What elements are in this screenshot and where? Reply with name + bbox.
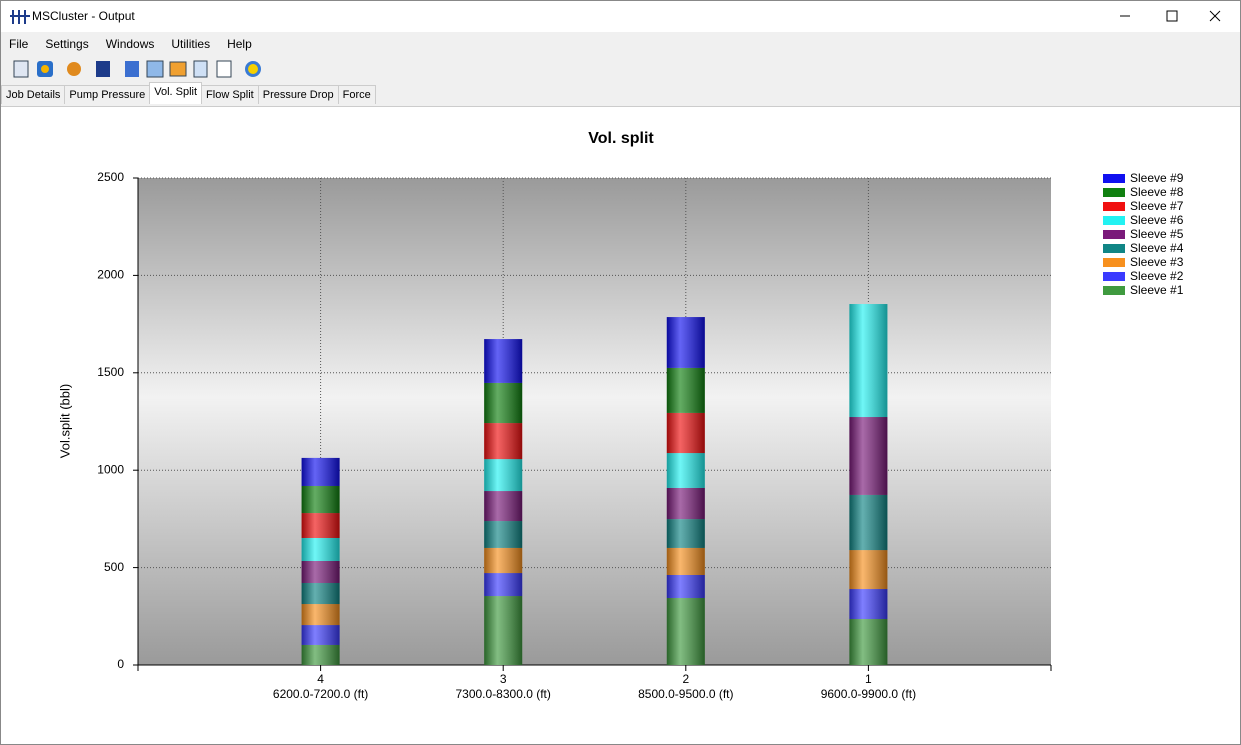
bar-shade [301,457,340,665]
legend-label: Sleeve #6 [1130,213,1184,227]
tab[interactable]: Flow Split [201,85,259,104]
y-axis-title: Vol.split (bbl) [57,384,72,458]
legend-swatch [1103,272,1125,281]
tab[interactable]: Force [337,85,376,104]
bar-shade [666,317,705,665]
menu-bar: File Settings Windows Utilities Help [1,32,1240,56]
menu-item[interactable]: Windows [105,37,155,51]
legend-label: Sleeve #3 [1130,255,1184,269]
menu-item[interactable]: File [9,37,29,51]
legend-label: Sleeve #4 [1130,241,1184,255]
y-tick-label: 2500 [97,170,124,184]
x-tick-sublabel: 8500.0-9500.0 (ft) [638,687,733,701]
x-tick-sublabel: 7300.0-8300.0 (ft) [455,687,550,701]
tab-strip: Job Details Pump Pressure Vol. Split Flow S… [1,82,1240,107]
legend-label: Sleeve #7 [1130,199,1184,213]
chart: Vol. split Vol.split (bbl) 0 500 1000 1500 2… [57,130,1184,701]
y-tick-label: 1500 [97,365,124,379]
tab[interactable]: Pump Pressure [64,85,151,104]
x-tick-label: 2 [682,672,689,686]
chart-title: Vol. split [588,130,654,147]
y-tick-label: 2000 [97,268,124,282]
y-tick-label: 1000 [97,462,124,476]
x-tick-label: 4 [317,672,324,686]
app-icon [10,10,30,24]
legend-swatch [1103,188,1125,197]
x-tick-sublabel: 9600.0-9900.0 (ft) [821,687,916,701]
legend-label: Sleeve #1 [1130,283,1184,297]
legend-label: Sleeve #5 [1130,227,1184,241]
window-title: MSCluster - Output [32,9,135,23]
window-controls[interactable] [1100,1,1240,31]
y-tick-label: 0 [117,657,124,671]
menu-item[interactable]: Utilities [171,37,211,51]
menu-item[interactable]: Settings [45,37,89,51]
tab[interactable]: Vol. Split [149,82,203,104]
x-tick-sublabel: 6200.0-7200.0 (ft) [273,687,368,701]
legend-swatch [1103,244,1125,253]
legend-label: Sleeve #9 [1130,171,1184,185]
plot-area [138,178,1051,665]
legend-swatch [1103,216,1125,225]
legend-swatch [1103,174,1125,183]
tab[interactable]: Job Details [1,85,66,104]
x-tick-label: 1 [865,672,872,686]
x-tick-label: 3 [500,672,507,686]
bar-shade [849,304,888,665]
toolbar-icons[interactable] [1,56,271,82]
menu-item[interactable]: Help [227,37,252,51]
bar-shade [484,339,523,665]
y-tick-label: 500 [104,560,124,574]
tab[interactable]: Pressure Drop [257,85,339,104]
legend-label: Sleeve #2 [1130,269,1184,283]
legend-swatch [1103,258,1125,267]
legend-label: Sleeve #8 [1130,185,1184,199]
legend-swatch [1103,286,1125,295]
legend-swatch [1103,230,1125,239]
toolbar [1,56,1240,82]
legend-swatch [1103,202,1125,211]
title-bar: MSCluster - Output [1,1,1240,31]
